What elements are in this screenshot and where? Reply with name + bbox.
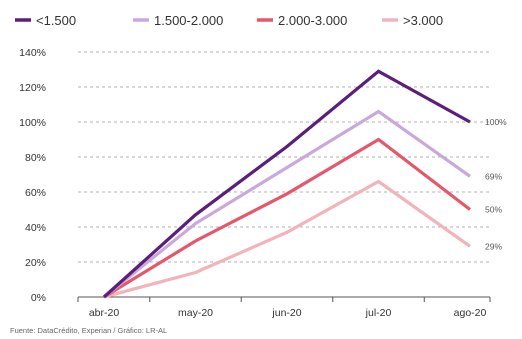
y-tick-label: 20%: [25, 257, 46, 269]
y-tick-label: 100%: [19, 117, 46, 129]
y-tick-label: 120%: [19, 82, 46, 94]
x-axis: abr-20 may-20 jun-20 jul-20 ago-20: [77, 296, 491, 319]
legend-label-2: 2.000-3.000: [278, 13, 347, 28]
x-tick-label: abr-20: [89, 307, 120, 319]
series-line-1: [102, 109, 471, 299]
series-line-2: [103, 137, 471, 299]
legend: <1.500 1.500-2.000 2.000-3.000 >3.000: [15, 13, 443, 28]
legend-label-0: <1.500: [36, 13, 76, 28]
y-tick-label: 80%: [25, 152, 46, 164]
series-line-0: [102, 69, 471, 299]
y-tick-label: 140%: [19, 47, 46, 59]
x-tick-label: ago-20: [454, 307, 487, 319]
series-lines: [102, 69, 471, 299]
source-note: Fuente: DataCrédito, Experian / Gráfico:…: [10, 326, 167, 335]
end-label-1: 69%: [485, 171, 502, 181]
end-label-2: 50%: [485, 205, 502, 215]
end-label-0: 100%: [485, 117, 507, 127]
series-line-3: [103, 179, 471, 299]
x-tick-label: jun-20: [271, 307, 301, 319]
end-labels: 100% 69% 50% 29%: [485, 117, 507, 251]
grid-lines: [78, 51, 490, 263]
legend-label-3: >3.000: [403, 13, 443, 28]
x-tick-label: jul-20: [365, 307, 392, 319]
x-tick-label: may-20: [178, 307, 213, 319]
y-tick-label: 0%: [31, 292, 46, 304]
y-tick-label: 40%: [25, 222, 46, 234]
y-axis-ticks: 0% 20% 40% 60% 80% 100% 120% 140%: [19, 47, 46, 304]
y-tick-label: 60%: [25, 187, 46, 199]
end-label-3: 29%: [485, 241, 502, 251]
legend-label-1: 1.500-2.000: [154, 13, 223, 28]
